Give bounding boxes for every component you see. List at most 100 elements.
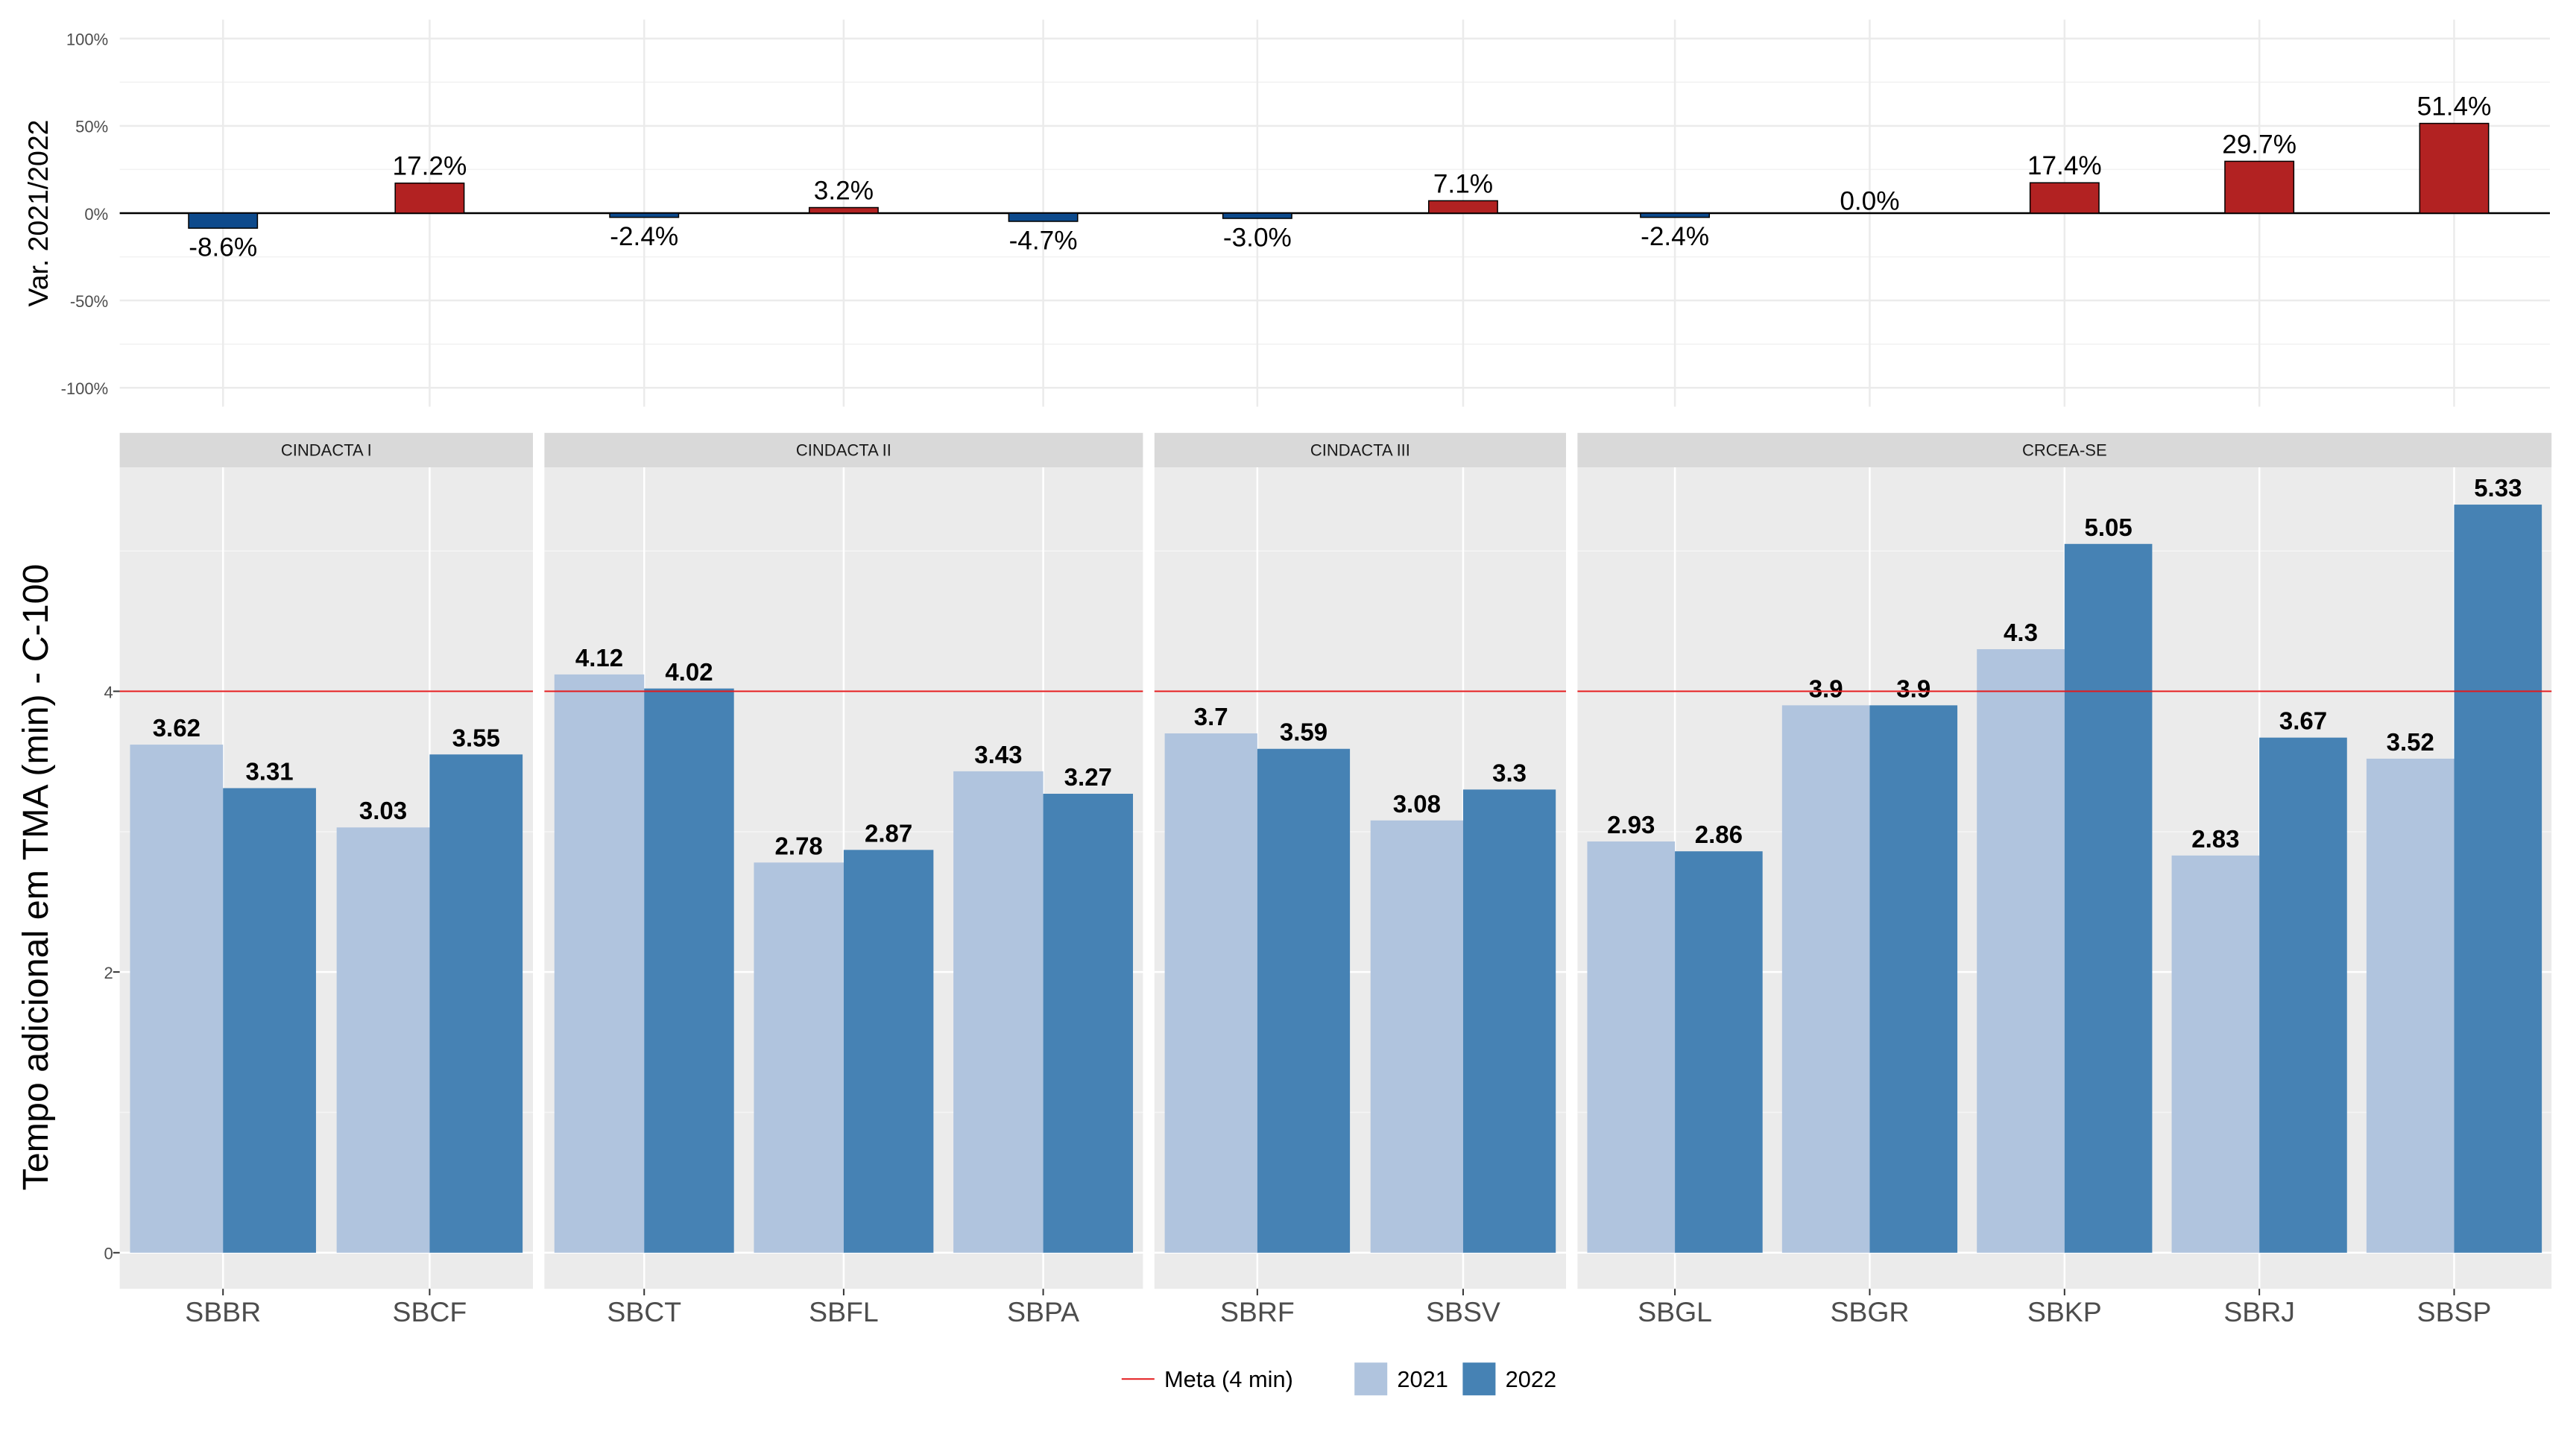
- variation-y-tick-label: 100%: [66, 31, 108, 49]
- facet-title: CRCEA-SE: [2022, 441, 2107, 460]
- x-tick-label: SBFL: [809, 1296, 879, 1327]
- data-label-2022: 5.05: [2084, 514, 2132, 541]
- facet-panel: CINDACTA I 3.62 3.31 SBBR 3.03 3.55 SBCF: [119, 432, 534, 1327]
- bar-2021: [2366, 758, 2455, 1253]
- x-tick-label: SBCT: [607, 1296, 681, 1327]
- variation-bar: [2419, 122, 2490, 214]
- data-label-2022: 3.59: [1280, 718, 1328, 746]
- data-label-2022: 3.67: [2279, 707, 2327, 735]
- bar-2021: [2171, 855, 2260, 1253]
- bar-2022: [1675, 851, 1763, 1253]
- tma-y-tick-label: 0: [104, 1245, 113, 1263]
- legend-2021-label: 2021: [1397, 1366, 1448, 1392]
- variation-panel: Var. 2021/2022 100% 50% 0% -50% -100% -8.6% 17…: [22, 19, 2550, 407]
- variation-data-label: 51.4%: [2417, 92, 2492, 121]
- variation-bar: [808, 206, 879, 214]
- variation-bar: [609, 212, 680, 218]
- variation-bar: [1008, 212, 1079, 222]
- bar-2022: [2454, 505, 2542, 1253]
- data-label-2021: 2.83: [2191, 825, 2239, 853]
- variation-data-label: 17.2%: [393, 152, 467, 181]
- bar-2022: [644, 688, 734, 1253]
- x-tick-label: SBRF: [1220, 1296, 1295, 1327]
- variation-data-label: -3.0%: [1223, 223, 1292, 252]
- variation-data-label: -4.7%: [1009, 226, 1078, 255]
- variation-bar: [2224, 160, 2295, 214]
- data-label-2022: 3.55: [452, 724, 500, 751]
- data-label-2021: 3.08: [1393, 790, 1441, 818]
- bar-2021: [1977, 649, 2065, 1253]
- bar-2022: [1869, 705, 1958, 1253]
- tma-y-tick-label: 4: [104, 683, 113, 701]
- legend-2022-label: 2022: [1506, 1366, 1557, 1392]
- data-label-2022: 2.86: [1695, 821, 1743, 848]
- data-label-2022: 3.31: [245, 757, 293, 785]
- data-label-2021: 3.62: [153, 714, 201, 742]
- bar-2021: [754, 862, 844, 1253]
- variation-data-label: 3.2%: [814, 177, 874, 206]
- bar-2021: [953, 771, 1044, 1253]
- variation-bar: [1428, 200, 1498, 214]
- variation-bar: [394, 182, 465, 214]
- bar-2021: [1164, 733, 1257, 1253]
- data-label-2021: 3.52: [2387, 728, 2434, 756]
- data-label-2021: 4.3: [2004, 619, 2038, 646]
- data-label-2022: 4.02: [665, 658, 713, 686]
- bar-2022: [429, 754, 523, 1253]
- bar-2021: [554, 674, 645, 1253]
- facet-panel: CINDACTA II 4.12 4.02 SBCT 2.78 2.87 SBFL 3.43 3…: [544, 432, 1143, 1327]
- legend-2022-swatch: [1462, 1362, 1496, 1396]
- variation-data-label: -2.4%: [610, 222, 678, 251]
- variation-y-tick-label: -100%: [61, 379, 109, 398]
- variation-data-label: 17.4%: [2027, 151, 2102, 180]
- x-tick-label: SBGL: [1638, 1296, 1712, 1327]
- x-tick-label: SBRJ: [2223, 1296, 2295, 1327]
- tma-y-tick-label: 2: [104, 964, 113, 982]
- data-label-2021: 3.9: [1809, 675, 1843, 702]
- bar-2021: [336, 827, 430, 1253]
- facet-panel: CINDACTA III 3.7 3.59 SBRF 3.08 3.3 SBSV: [1154, 432, 1566, 1327]
- bar-2021: [1370, 820, 1463, 1253]
- x-tick-label: SBKP: [2027, 1296, 2102, 1327]
- x-tick-label: SBGR: [1830, 1296, 1909, 1327]
- data-label-2022: 3.27: [1064, 763, 1112, 791]
- facet-strip: [1577, 432, 2552, 467]
- bar-2021: [1587, 841, 1676, 1253]
- x-tick-label: SBCF: [393, 1296, 467, 1327]
- x-tick-label: SBSV: [1426, 1296, 1500, 1327]
- variation-bar: [2029, 182, 2100, 214]
- bar-2021: [1781, 705, 1870, 1253]
- bar-2022: [1462, 789, 1556, 1253]
- bar-2022: [1257, 748, 1351, 1253]
- data-label-2021: 2.93: [1607, 811, 1655, 838]
- data-label-2021: 3.03: [359, 797, 407, 824]
- data-label-2022: 3.9: [1896, 675, 1931, 702]
- legend-meta-label: Meta (4 min): [1164, 1366, 1293, 1392]
- x-tick-label: SBSP: [2417, 1296, 2492, 1327]
- data-label-2021: 4.12: [575, 644, 623, 672]
- x-tick-label: SBBR: [185, 1296, 261, 1327]
- variation-data-label: -2.4%: [1641, 222, 1709, 251]
- variation-bar: [188, 212, 259, 229]
- tma-y-axis-title: Tempo adicional em TMA (min) - C-100: [16, 564, 56, 1191]
- facet-strip: [1154, 432, 1566, 467]
- variation-y-axis-title: Var. 2021/2022: [22, 120, 54, 307]
- variation-data-label: 29.7%: [2222, 130, 2296, 159]
- variation-data-label: 7.1%: [1433, 169, 1493, 198]
- x-tick-label: SBPA: [1007, 1296, 1079, 1327]
- facet-title: CINDACTA I: [281, 441, 372, 460]
- variation-y-tick-label: -50%: [70, 292, 108, 311]
- bar-2022: [2064, 543, 2153, 1253]
- variation-data-label: -8.6%: [189, 233, 257, 262]
- facet-strip: [544, 432, 1143, 467]
- data-label-2021: 2.78: [775, 832, 823, 859]
- facet-title: CINDACTA III: [1310, 441, 1410, 460]
- data-label-2022: 3.3: [1492, 759, 1527, 786]
- bar-2022: [1043, 793, 1134, 1253]
- bar-2022: [843, 850, 934, 1253]
- facet-strip: [119, 432, 534, 467]
- bar-2022: [223, 788, 316, 1253]
- bar-2021: [130, 745, 224, 1253]
- variation-bar: [1640, 212, 1711, 218]
